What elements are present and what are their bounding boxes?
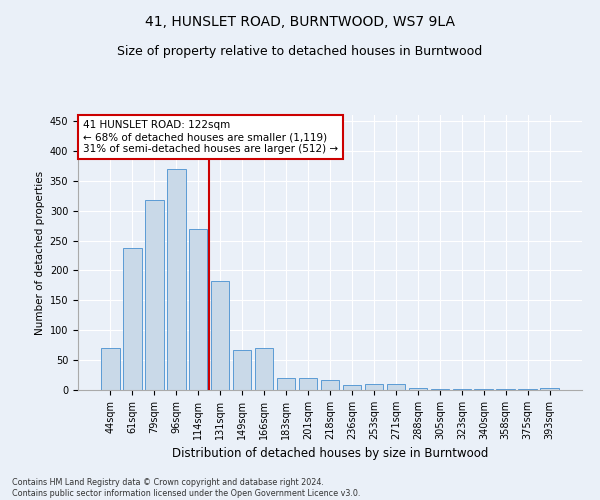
Bar bbox=[123, 248, 142, 390]
Bar bbox=[365, 384, 383, 390]
Bar bbox=[233, 350, 251, 390]
Bar bbox=[320, 380, 340, 390]
Text: 41, HUNSLET ROAD, BURNTWOOD, WS7 9LA: 41, HUNSLET ROAD, BURNTWOOD, WS7 9LA bbox=[145, 15, 455, 29]
Bar bbox=[409, 388, 427, 390]
Bar bbox=[431, 389, 449, 390]
Bar bbox=[145, 200, 164, 390]
Bar bbox=[189, 228, 208, 390]
Bar bbox=[518, 389, 537, 390]
Bar bbox=[343, 385, 361, 390]
Text: 41 HUNSLET ROAD: 122sqm
← 68% of detached houses are smaller (1,119)
31% of semi: 41 HUNSLET ROAD: 122sqm ← 68% of detache… bbox=[83, 120, 338, 154]
X-axis label: Distribution of detached houses by size in Burntwood: Distribution of detached houses by size … bbox=[172, 448, 488, 460]
Text: Contains HM Land Registry data © Crown copyright and database right 2024.
Contai: Contains HM Land Registry data © Crown c… bbox=[12, 478, 361, 498]
Bar bbox=[299, 378, 317, 390]
Bar bbox=[167, 169, 185, 390]
Bar bbox=[255, 348, 274, 390]
Text: Size of property relative to detached houses in Burntwood: Size of property relative to detached ho… bbox=[118, 45, 482, 58]
Bar bbox=[386, 384, 405, 390]
Bar bbox=[452, 389, 471, 390]
Bar bbox=[277, 378, 295, 390]
Bar bbox=[475, 389, 493, 390]
Bar bbox=[211, 280, 229, 390]
Bar bbox=[101, 348, 119, 390]
Bar bbox=[541, 388, 559, 390]
Y-axis label: Number of detached properties: Number of detached properties bbox=[35, 170, 46, 334]
Bar bbox=[496, 389, 515, 390]
